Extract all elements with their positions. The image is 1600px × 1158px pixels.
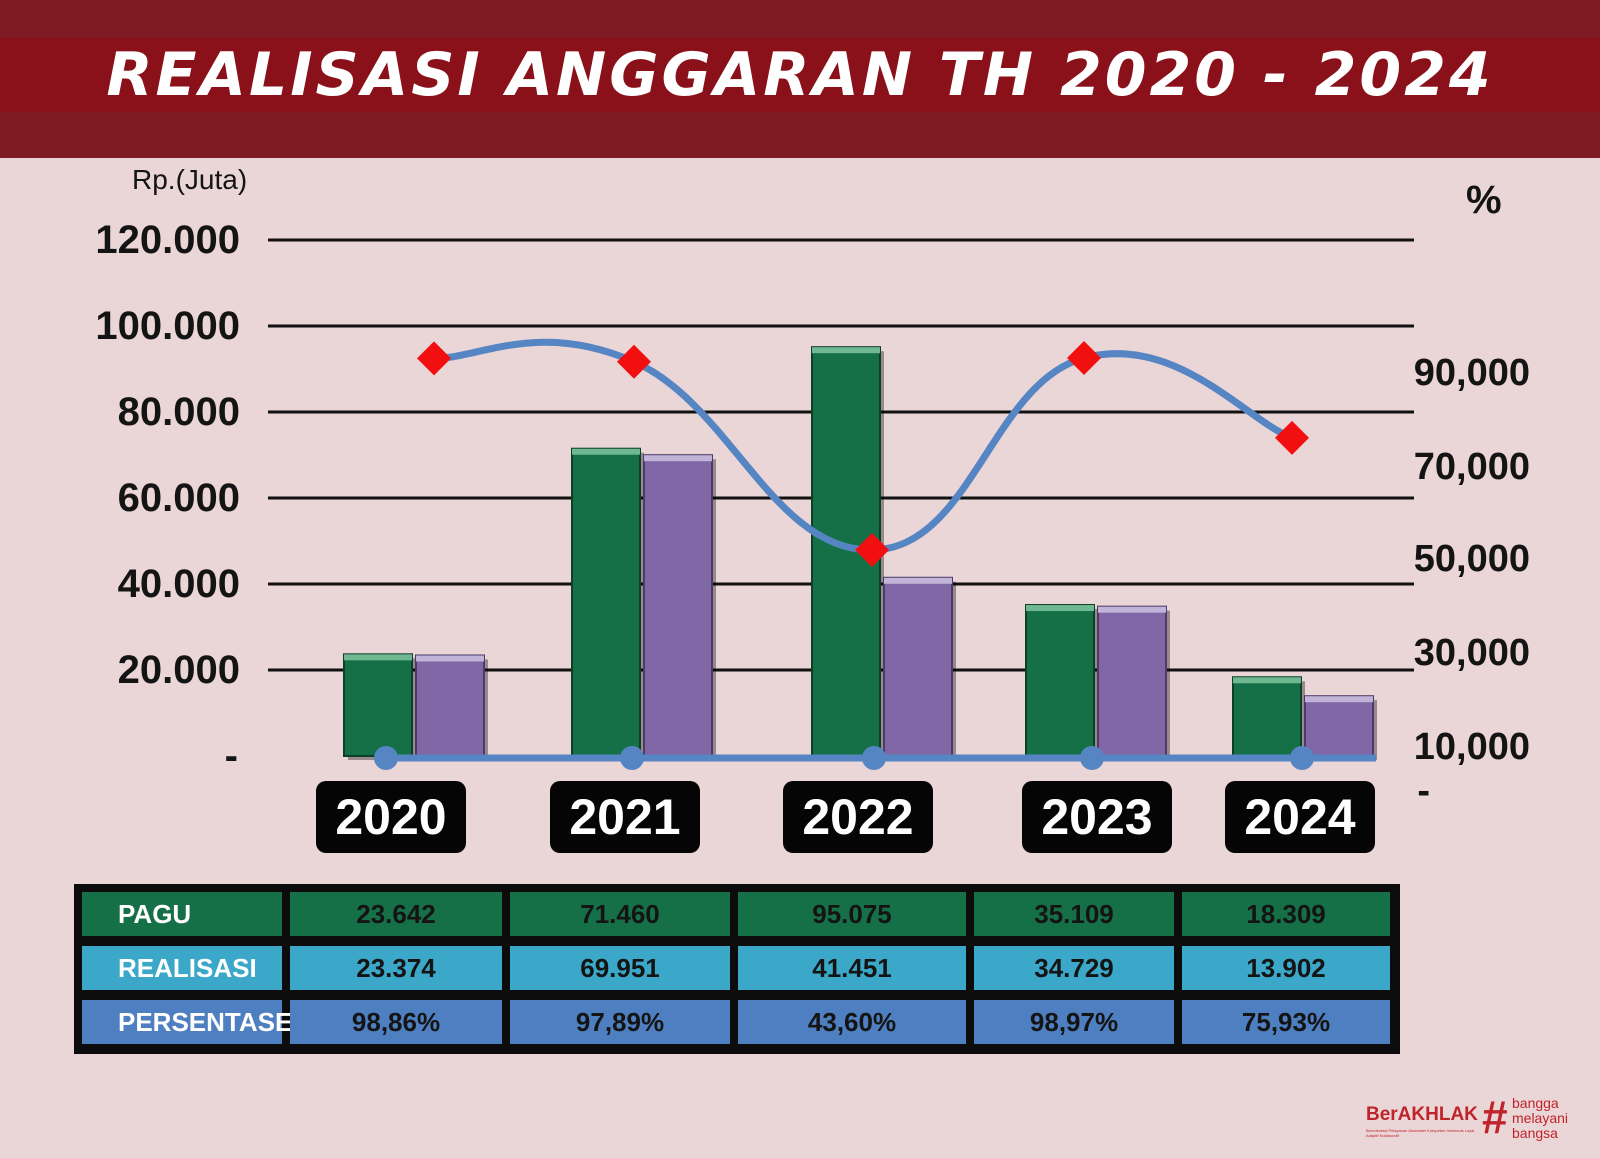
header-banner: REALISASI ANGGARAN TH 2020 - 2024 [0, 0, 1600, 158]
table-cell: 71.460 [510, 892, 730, 936]
y2-axis-ticks: -10,000 30,000 50,000 70,000 90,000 [1414, 352, 1530, 812]
percentage-marker [417, 341, 451, 376]
logo-motto-line: melayani [1512, 1110, 1569, 1126]
y-axis-label: Rp.(Juta) [132, 164, 248, 195]
y-tick-label: 120.000 [95, 218, 240, 262]
logo-brand: BerAKHLAK [1366, 1104, 1478, 1125]
y2-tick-label: - [1417, 770, 1430, 812]
table-cell: 23.642 [290, 892, 502, 936]
table-row-label-pagu: PAGU [82, 892, 282, 936]
logo-hashtag: # [1482, 1091, 1508, 1143]
table-row-label-persentase: PERSENTASE [82, 1000, 292, 1044]
baseline-dot [374, 746, 398, 770]
percentage-marker [1067, 341, 1101, 375]
year-label-2022: 2022 [783, 781, 933, 853]
budget-chart: -20.00040.00060.00080.000100.000120.000 … [95, 218, 1530, 812]
baseline-dot [862, 746, 886, 770]
year-label-2020: 2020 [316, 781, 466, 853]
bar-realisasi [643, 454, 713, 757]
berakhlak-logo: BerAKHLAK Berorientasi Pelayanan Akuntab… [1366, 1092, 1576, 1148]
bar-pagu-cap [1233, 677, 1301, 684]
year-label-2024: 2024 [1225, 781, 1375, 853]
table-cell: 43,60% [738, 1000, 966, 1044]
table-cell: 13.902 [1182, 946, 1390, 990]
bar-pagu [571, 447, 641, 757]
table-cell: 97,89% [510, 1000, 730, 1044]
page-title: REALISASI ANGGARAN TH 2020 - 2024 [106, 40, 1494, 110]
baseline-dot [1080, 746, 1104, 770]
y2-axis-label: % [1466, 178, 1502, 222]
percentage-marker [855, 533, 889, 567]
bar-realisasi-cap [1305, 696, 1373, 703]
table-cell: 34.729 [974, 946, 1174, 990]
logo-tagline: Berorientasi Pelayanan Akuntabel Kompete… [1366, 1128, 1475, 1138]
bar-realisasi-cap [884, 577, 952, 584]
table-cell: 18.309 [1182, 892, 1390, 936]
chart-bars [343, 346, 1377, 760]
table-cell: 75,93% [1182, 1000, 1390, 1044]
y-tick-label: 80.000 [118, 390, 240, 434]
table-cell: 41.451 [738, 946, 966, 990]
data-table: PAGU 23.642 71.460 95.075 35.109 18.309 … [74, 884, 1400, 1054]
percentage-marker [1275, 420, 1309, 455]
bar-pagu [343, 653, 413, 758]
bar-pagu-cap [1026, 605, 1094, 612]
percentage-line-series [417, 338, 1309, 567]
bar-realisasi-cap [644, 455, 712, 462]
table-cell: 98,97% [974, 1000, 1174, 1044]
y-tick-label: 60.000 [118, 476, 240, 520]
header-band [0, 38, 1600, 112]
y-tick-label: - [225, 734, 238, 778]
table-row-label-realisasi: REALISASI [82, 946, 282, 990]
bar-pagu-cap [572, 448, 640, 455]
bar-pagu [1232, 676, 1302, 757]
y2-tick-label: 30,000 [1414, 632, 1530, 674]
bar-pagu-cap [812, 347, 880, 354]
y2-tick-label: 90,000 [1414, 352, 1530, 394]
chart-baseline-line [374, 746, 1376, 770]
table-cell: 23.374 [290, 946, 502, 990]
baseline-dot [1290, 746, 1314, 770]
table-cell: 35.109 [974, 892, 1174, 936]
bar-realisasi [883, 576, 953, 757]
year-label-2023: 2023 [1022, 781, 1172, 853]
table-cell: 69.951 [510, 946, 730, 990]
percentage-marker [617, 344, 651, 379]
y2-tick-label: 10,000 [1414, 726, 1530, 768]
logo-motto-line: bangsa [1512, 1125, 1558, 1141]
bar-realisasi [1304, 695, 1374, 757]
y2-tick-label: 70,000 [1414, 446, 1530, 488]
y-tick-label: 40.000 [118, 562, 240, 606]
year-label-2021: 2021 [550, 781, 700, 853]
bar-realisasi [1097, 605, 1167, 757]
y-tick-label: 20.000 [118, 648, 240, 692]
bar-realisasi-cap [416, 655, 484, 662]
y2-tick-label: 50,000 [1414, 538, 1530, 580]
bar-realisasi-cap [1098, 606, 1166, 613]
bar-realisasi [415, 654, 485, 758]
bar-pagu [1025, 604, 1095, 758]
logo-motto: bangga melayani bangsa [1512, 1096, 1568, 1141]
y-tick-label: 100.000 [95, 304, 240, 348]
baseline-dot [620, 746, 644, 770]
y-axis-ticks: - 20.000 40.000 60.000 80.000 100.000 120.000 [95, 218, 240, 778]
table-cell: 95.075 [738, 892, 966, 936]
bar-pagu-cap [344, 654, 412, 661]
table-cell: 98,86% [290, 1000, 502, 1044]
logo-motto-line: bangga [1512, 1095, 1559, 1111]
